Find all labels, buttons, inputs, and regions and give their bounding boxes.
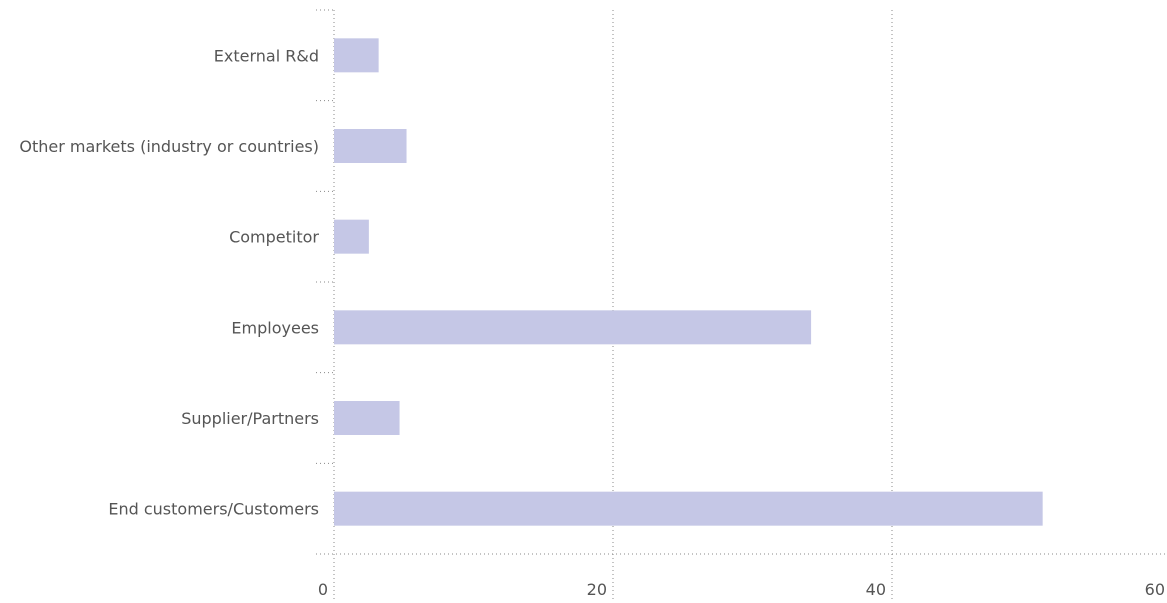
category-label: Supplier/Partners (181, 409, 319, 428)
category-label: External R&d (214, 46, 319, 65)
x-tick-label: 40 (866, 580, 886, 599)
bar (334, 38, 379, 73)
category-label: Competitor (229, 228, 319, 247)
bar (334, 129, 407, 163)
grid-layer (316, 9, 1167, 602)
category-labels: External R&d Other markets (industry or c… (19, 46, 319, 518)
bar (334, 491, 1043, 526)
bar (334, 310, 812, 345)
category-label: Employees (231, 318, 319, 337)
x-tick-label: 20 (587, 580, 607, 599)
bar (334, 219, 369, 254)
bars-layer (334, 38, 1043, 526)
bar (334, 401, 400, 435)
x-tick-labels: 0 20 40 60 (318, 580, 1165, 599)
category-label: Other markets (industry or countries) (19, 137, 319, 156)
x-tick-label: 0 (318, 580, 328, 599)
category-label: End customers/Customers (108, 500, 319, 519)
x-tick-label: 60 (1145, 580, 1165, 599)
